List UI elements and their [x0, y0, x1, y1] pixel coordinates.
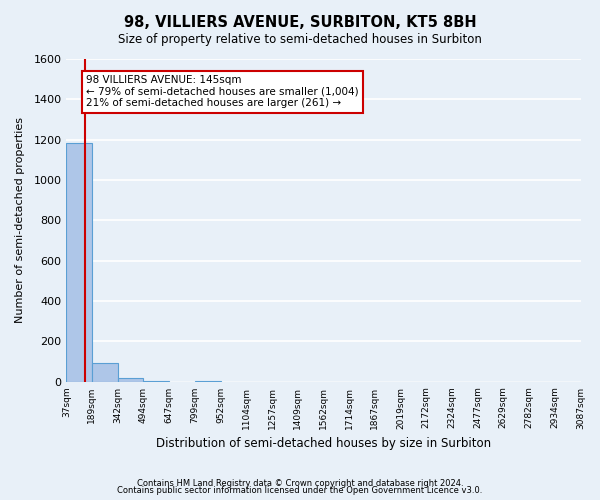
Bar — [92, 363, 118, 382]
Y-axis label: Number of semi-detached properties: Number of semi-detached properties — [15, 118, 25, 324]
Text: Contains public sector information licensed under the Open Government Licence v3: Contains public sector information licen… — [118, 486, 482, 495]
Text: Size of property relative to semi-detached houses in Surbiton: Size of property relative to semi-detach… — [118, 32, 482, 46]
Text: 98 VILLIERS AVENUE: 145sqm
← 79% of semi-detached houses are smaller (1,004)
21%: 98 VILLIERS AVENUE: 145sqm ← 79% of semi… — [86, 75, 359, 108]
Text: 98, VILLIERS AVENUE, SURBITON, KT5 8BH: 98, VILLIERS AVENUE, SURBITON, KT5 8BH — [124, 15, 476, 30]
X-axis label: Distribution of semi-detached houses by size in Surbiton: Distribution of semi-detached houses by … — [156, 437, 491, 450]
Text: Contains HM Land Registry data © Crown copyright and database right 2024.: Contains HM Land Registry data © Crown c… — [137, 478, 463, 488]
Bar — [118, 378, 143, 382]
Bar — [143, 381, 169, 382]
Bar — [67, 142, 92, 382]
